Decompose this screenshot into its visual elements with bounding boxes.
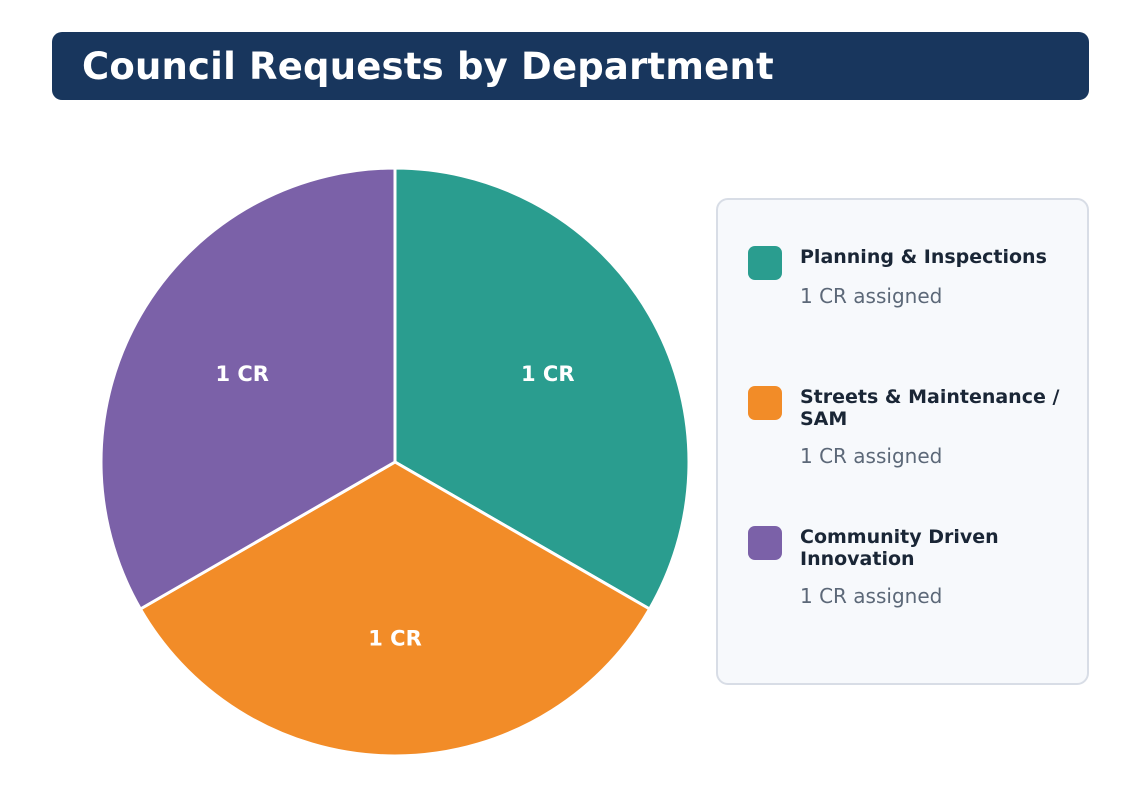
legend: Planning & Inspections 1 CR assigned Str… bbox=[716, 198, 1089, 685]
legend-label: Planning & Inspections bbox=[800, 246, 1047, 268]
legend-label: Streets & Maintenance / SAM bbox=[800, 386, 1060, 430]
legend-swatch bbox=[748, 526, 782, 560]
slice-community bbox=[99, 166, 397, 611]
chart-title: Council Requests by Department bbox=[82, 44, 774, 88]
slice-label-community: 1 CR bbox=[215, 362, 269, 386]
legend-swatch bbox=[748, 386, 782, 420]
slice-planning bbox=[393, 166, 691, 611]
slice-label-streets: 1 CR bbox=[368, 626, 422, 650]
slice-streets bbox=[138, 460, 652, 758]
legend-count: 1 CR assigned bbox=[800, 584, 943, 608]
legend-label: Community Driven Innovation bbox=[800, 526, 999, 570]
legend-count: 1 CR assigned bbox=[800, 284, 943, 308]
legend-swatch bbox=[748, 246, 782, 280]
legend-count: 1 CR assigned bbox=[800, 444, 943, 468]
title-bar: Council Requests by Department bbox=[52, 32, 1089, 100]
slice-label-planning: 1 CR bbox=[521, 362, 575, 386]
